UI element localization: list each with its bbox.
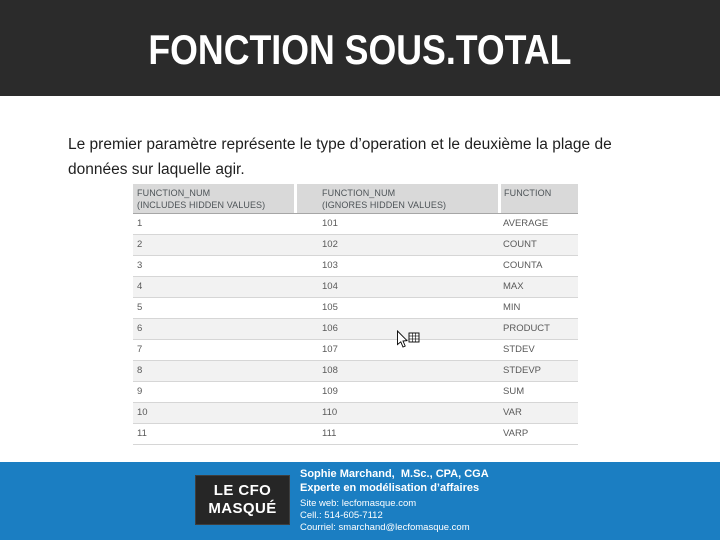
contact-phone: Cell.: 514-605-7112 [300,510,383,521]
table-cell: 109 [322,386,338,397]
logo-text-line1: LE CFO [213,482,272,499]
table-row: 8 108 STDEVP [133,361,578,382]
table-cell: 8 [137,365,143,376]
page-title: FONCTION SOUS.TOTAL [148,26,572,73]
table-cell: MIN [503,302,521,313]
table-cell: 9 [137,386,143,397]
contact-website: Site web: lecfomasque.com [300,498,417,509]
table-row: 11 111 VARP [133,424,578,445]
table-row: 1 101 AVERAGE [133,214,578,235]
mouse-cursor-icon [396,329,422,355]
table-cell: 7 [137,344,143,355]
table-cell: VARP [503,428,529,439]
table-cell: 106 [322,323,338,334]
logo-text-line2: MASQUÉ [208,500,277,517]
table-cell: 108 [322,365,338,376]
subtotal-function-table: FUNCTION_NUM (INCLUDES HIDDEN VALUES) FU… [133,184,578,445]
table-row: 9 109 SUM [133,382,578,403]
table-cell: 4 [137,281,143,292]
table-cell: STDEVP [503,365,542,376]
table-cell: COUNT [503,239,537,250]
table-cell: 111 [322,428,337,439]
table-cell: SUM [503,386,525,397]
header-cell-ignores: FUNCTION_NUM (IGNORES HIDDEN VALUES) [297,184,498,213]
table-cell: STDEV [503,344,535,355]
table-cell: MAX [503,281,524,292]
contact-email: Courriel: smarchand@lecfomasque.com [300,522,470,533]
body-paragraph: Le premier paramètre représente le type … [68,135,612,178]
table-cell: 10 [137,407,148,418]
table-cell: 104 [322,281,338,292]
table-cell: 103 [322,260,338,271]
table-cell: 11 [137,428,147,439]
contact-name: Sophie Marchand, M.Sc., CPA, CGA [300,468,489,480]
contact-role: Experte en modélisation d’affaires [300,482,480,494]
table-row: 6 106 PRODUCT [133,319,578,340]
table-cell: 107 [322,344,338,355]
table-header-row: FUNCTION_NUM (INCLUDES HIDDEN VALUES) FU… [133,184,578,214]
table-cell: 5 [137,302,143,313]
table-cell: 110 [322,407,338,418]
table-cell: 102 [322,239,338,250]
table-cell: VAR [503,407,522,418]
table-cell: 101 [322,218,338,229]
header-cell-function: FUNCTION [501,184,578,213]
table-cell: COUNTA [503,260,543,271]
table-cell: 105 [322,302,338,313]
lecfomasque-logo: LE CFO MASQUÉ [195,475,290,525]
table-row: 5 105 MIN [133,298,578,319]
table-cell: 2 [137,239,143,250]
table-row: 2 102 COUNT [133,235,578,256]
table-cell: 6 [137,323,143,334]
title-bar: FONCTION SOUS.TOTAL [0,0,720,96]
table-row: 3 103 COUNTA [133,256,578,277]
contact-block: Sophie Marchand, M.Sc., CPA, CGA Experte… [300,467,489,534]
table-cell: 3 [137,260,143,271]
footer-bar: LE CFO MASQUÉ Sophie Marchand, M.Sc., CP… [0,462,720,540]
header-cell-includes: FUNCTION_NUM (INCLUDES HIDDEN VALUES) [133,184,294,213]
table-row: 7 107 STDEV [133,340,578,361]
table-cell: 1 [137,218,143,229]
table-cell: AVERAGE [503,218,549,229]
table-cell: PRODUCT [503,323,550,334]
table-row: 4 104 MAX [133,277,578,298]
table-row: 10 110 VAR [133,403,578,424]
